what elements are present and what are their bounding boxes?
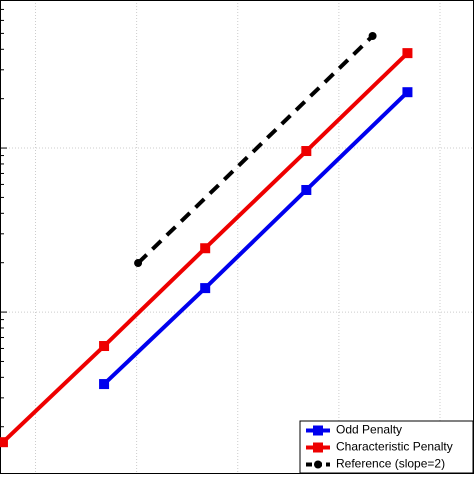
legend-marker xyxy=(313,425,323,436)
marker xyxy=(0,437,8,448)
marker xyxy=(99,379,110,390)
marker xyxy=(368,32,377,41)
marker xyxy=(402,48,413,59)
marker xyxy=(134,259,143,268)
legend-marker xyxy=(313,442,323,453)
legend-label: Characteristic Penalty xyxy=(336,440,453,454)
legend-label: Odd Penalty xyxy=(336,423,402,437)
marker xyxy=(301,146,312,157)
marker xyxy=(200,243,211,254)
series-line xyxy=(136,34,374,265)
marker xyxy=(99,341,110,352)
legend-marker xyxy=(314,460,322,469)
series-line xyxy=(102,90,409,386)
marker xyxy=(301,184,312,195)
legend-label: Reference (slope=2) xyxy=(336,457,445,471)
marker xyxy=(402,87,413,98)
marker xyxy=(200,283,211,294)
legend: Odd Penalty Characteristic Penalty Referen… xyxy=(299,420,474,474)
